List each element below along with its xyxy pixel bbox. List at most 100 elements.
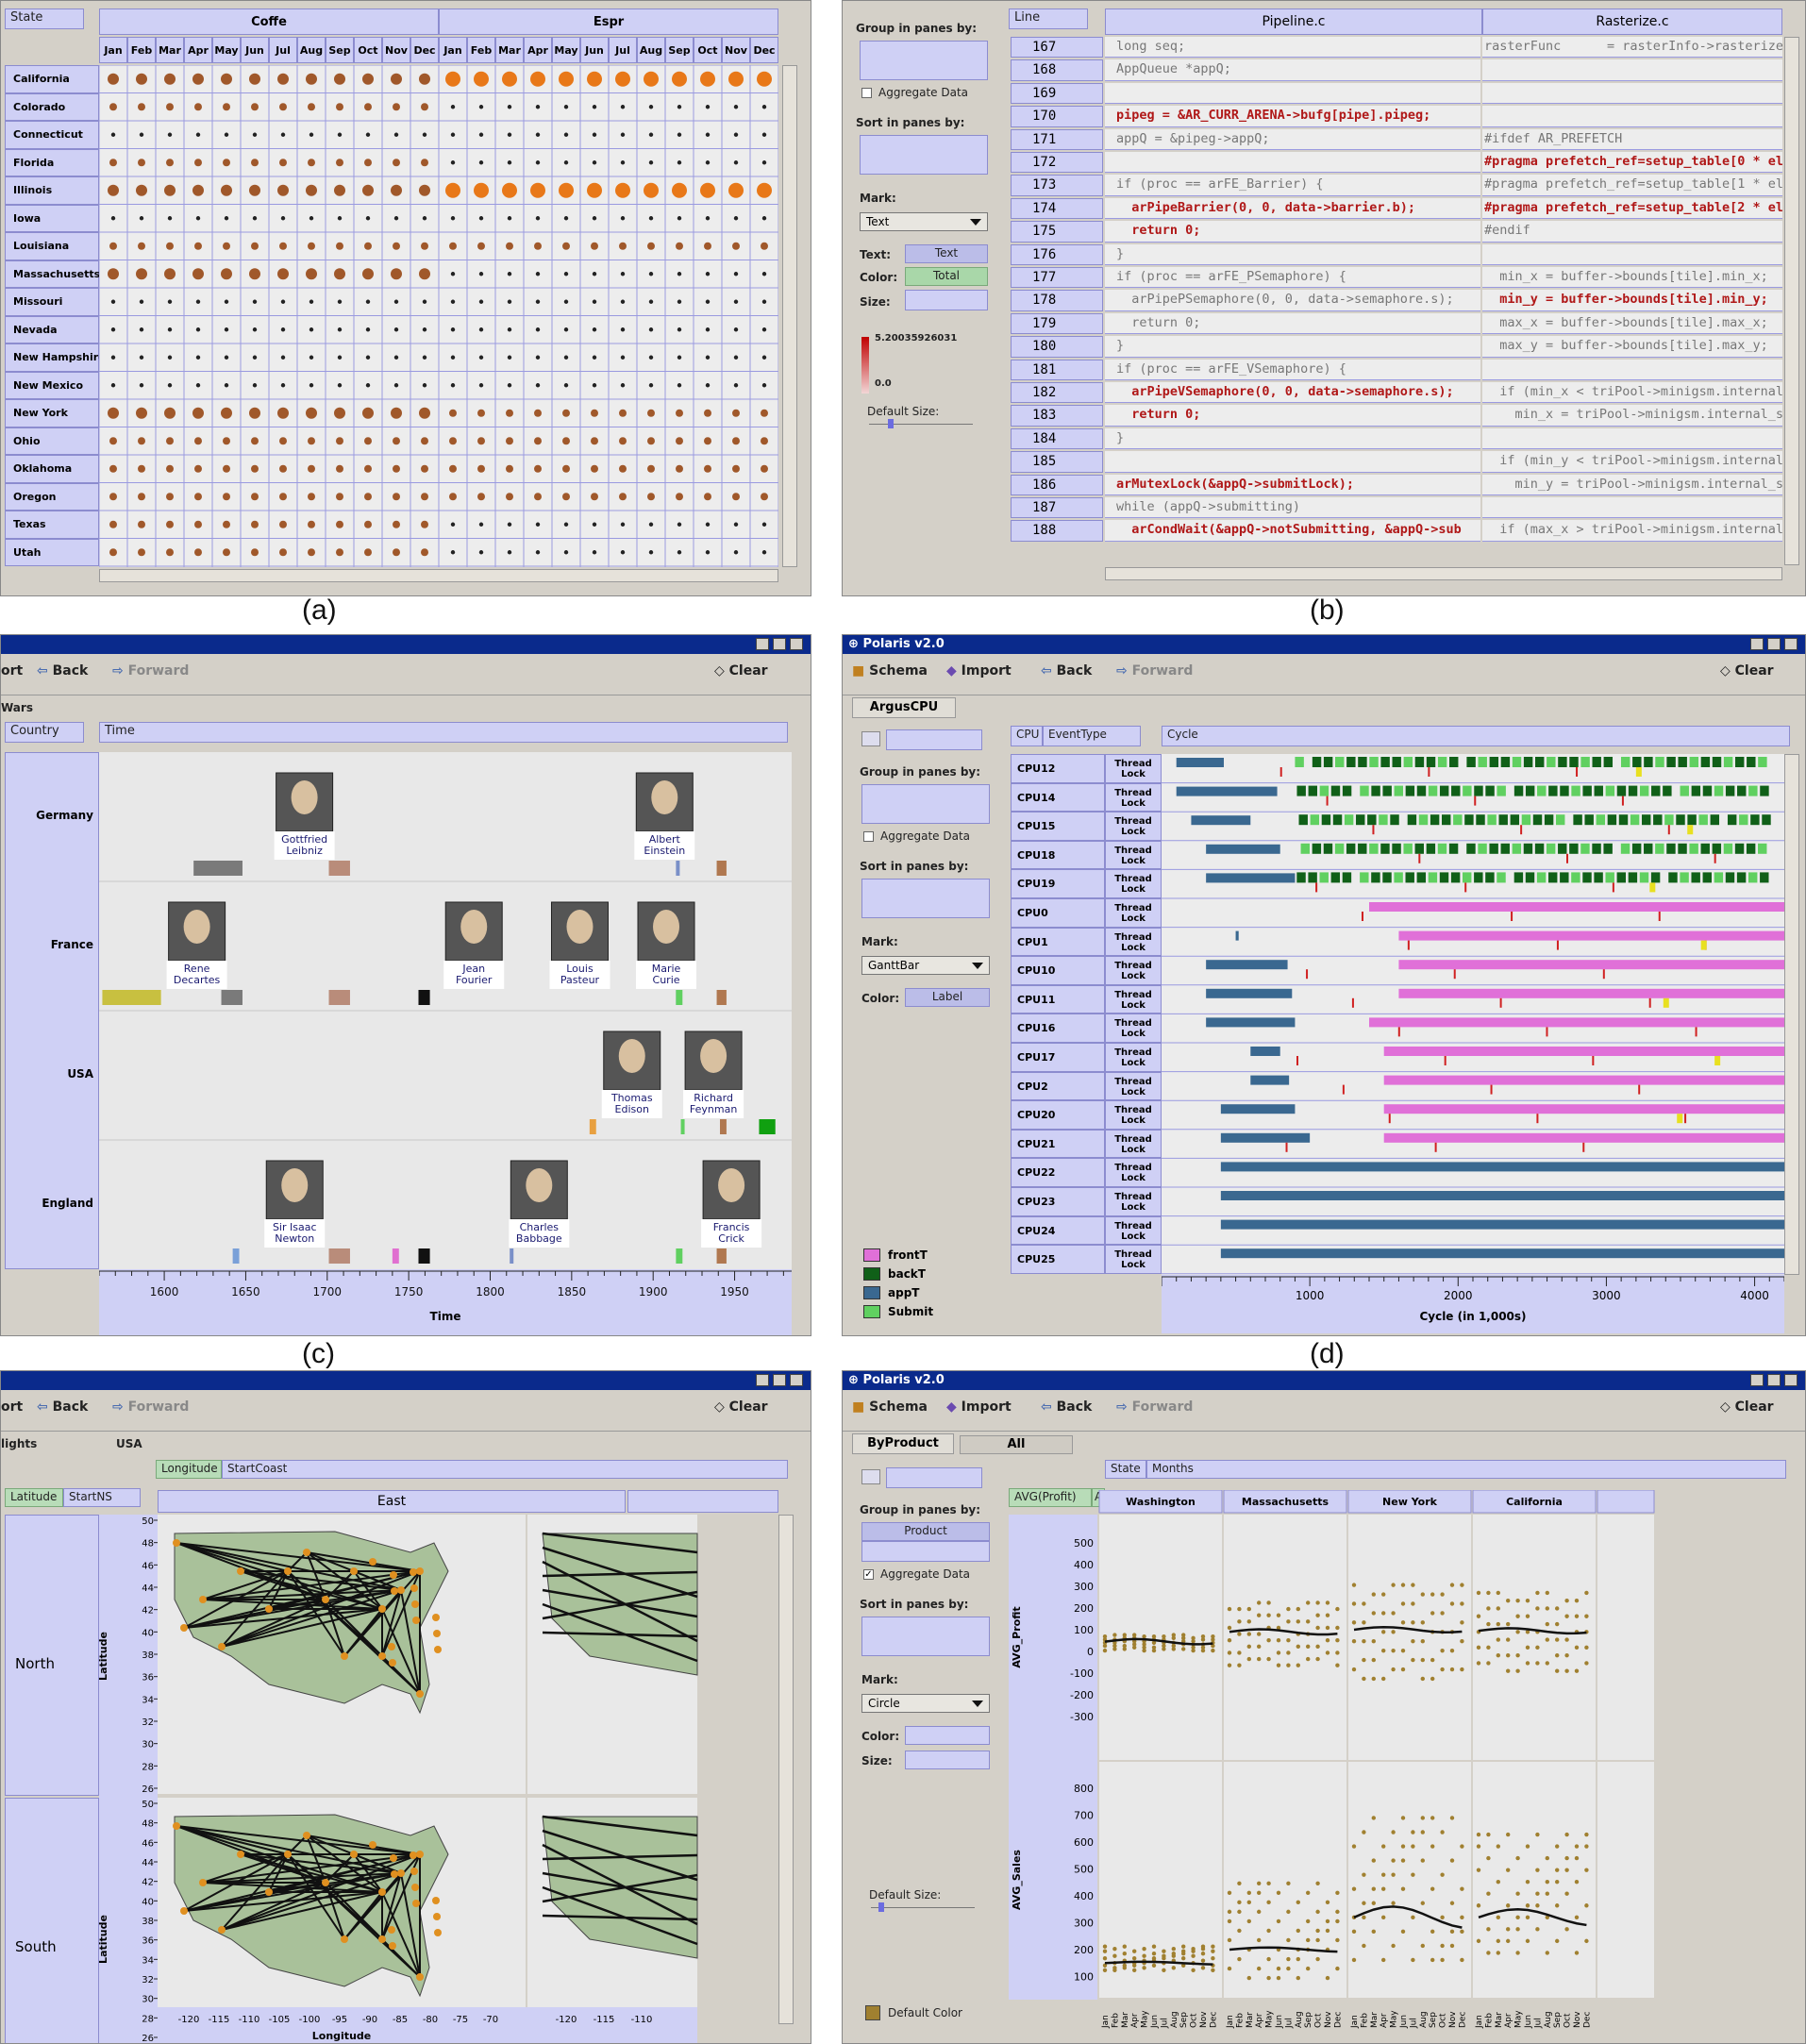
- maximize-button[interactable]: [773, 1374, 786, 1386]
- back-button[interactable]: ⇦ Back: [1041, 663, 1092, 679]
- minimize-button[interactable]: [1750, 1374, 1764, 1386]
- back-button[interactable]: ⇦ Back: [37, 1399, 88, 1415]
- tab-usa[interactable]: USA: [116, 1437, 142, 1450]
- forward-button[interactable]: ⇨ Forward: [112, 663, 189, 679]
- country-label: England: [42, 1197, 93, 1210]
- mark-dropdown[interactable]: GanttBar: [861, 956, 990, 975]
- schema-button[interactable]: ■ Schema: [852, 663, 928, 679]
- group-shelf[interactable]: [861, 784, 990, 824]
- tab-arguscpu[interactable]: ArgusCPU: [852, 697, 956, 718]
- vertical-scrollbar[interactable]: [782, 65, 797, 567]
- sales-circle: [619, 409, 627, 417]
- minimize-button[interactable]: [1750, 638, 1764, 650]
- sales-circle: [450, 327, 456, 332]
- tab-wars[interactable]: Wars: [1, 701, 33, 714]
- longitude-shelf-pill[interactable]: Longitude: [156, 1460, 222, 1479]
- state-shelf-pill[interactable]: State: [5, 8, 84, 29]
- size-shelf[interactable]: [905, 1751, 990, 1769]
- sales-circle: [279, 493, 287, 501]
- minimize-button[interactable]: [756, 638, 769, 650]
- aggregate-checkbox[interactable]: ✓: [863, 1569, 874, 1580]
- mark-dropdown[interactable]: Text: [860, 212, 988, 231]
- sales-dot: [1371, 1901, 1376, 1905]
- horizontal-scrollbar[interactable]: [1105, 567, 1782, 580]
- minimize-button[interactable]: [756, 1374, 769, 1386]
- startcoast-shelf-pill[interactable]: StartCoast: [222, 1460, 788, 1479]
- forward-button[interactable]: ⇨ Forward: [112, 1399, 189, 1415]
- back-button[interactable]: ⇦ Back: [1041, 1399, 1092, 1415]
- clear-button[interactable]: ◇ Clear: [1720, 663, 1774, 679]
- clear-button[interactable]: ◇ Clear: [714, 663, 768, 679]
- time-shelf-pill[interactable]: Time: [99, 722, 788, 743]
- tab-byproduct[interactable]: ByProduct: [852, 1433, 954, 1454]
- filter-shelf[interactable]: [886, 1467, 982, 1488]
- size-shelf[interactable]: [905, 290, 988, 310]
- group-shelf[interactable]: [861, 1541, 990, 1562]
- sort-shelf[interactable]: [860, 135, 988, 175]
- default-size-slider[interactable]: [871, 1907, 975, 1908]
- vertical-scrollbar[interactable]: [1784, 37, 1799, 565]
- state-shelf-pill[interactable]: State: [1105, 1460, 1146, 1479]
- tab-all[interactable]: All: [960, 1435, 1073, 1454]
- sales-circle: [393, 493, 400, 501]
- line-shelf-pill[interactable]: Line: [1009, 8, 1088, 29]
- maximize-button[interactable]: [1767, 638, 1781, 650]
- airport-dot: [322, 1879, 329, 1886]
- import-button[interactable]: ◆ Import: [946, 1399, 1012, 1415]
- close-button[interactable]: [790, 638, 803, 650]
- eventtype-shelf-pill[interactable]: EventType: [1043, 726, 1141, 746]
- clear-button[interactable]: ◇ Clear: [1720, 1399, 1774, 1415]
- sales-circle: [194, 520, 202, 528]
- cycle-shelf-pill[interactable]: Cycle: [1162, 726, 1790, 746]
- color-shelf[interactable]: [905, 1726, 990, 1745]
- color-encoding-pill[interactable]: Label: [905, 988, 990, 1007]
- maximize-button[interactable]: [773, 638, 786, 650]
- close-button[interactable]: [1784, 638, 1798, 650]
- forward-button[interactable]: ⇨ Forward: [1116, 663, 1193, 679]
- group-product-pill[interactable]: Product: [861, 1522, 990, 1541]
- color-encoding-pill[interactable]: Total: [905, 267, 988, 286]
- default-size-slider[interactable]: [869, 424, 973, 425]
- sales-circle: [450, 550, 456, 555]
- latitude-shelf-pill[interactable]: Latitude: [5, 1488, 63, 1507]
- horizontal-scrollbar[interactable]: [99, 569, 778, 582]
- lock-tick: [1397, 1027, 1400, 1037]
- vertical-scrollbar[interactable]: [778, 1515, 794, 2024]
- filter-shelf[interactable]: [886, 729, 982, 750]
- startns-shelf-pill[interactable]: StartNS: [63, 1488, 141, 1507]
- import-button[interactable]: ◆ Import: [946, 663, 1012, 679]
- maximize-button[interactable]: [1767, 1374, 1781, 1386]
- group-shelf[interactable]: [860, 41, 988, 80]
- schema-button[interactable]: ■ Schema: [852, 1399, 928, 1415]
- sort-shelf[interactable]: [861, 1617, 990, 1656]
- text-encoding-pill[interactable]: Text: [905, 244, 988, 263]
- cpu-shelf-pill[interactable]: CPU: [1011, 726, 1043, 746]
- forward-button[interactable]: ⇨ Forward: [1116, 1399, 1193, 1415]
- back-button[interactable]: ⇦ Back: [37, 663, 88, 679]
- mark-dropdown[interactable]: Circle: [861, 1694, 990, 1713]
- close-button[interactable]: [790, 1374, 803, 1386]
- default-size-slider-thumb[interactable]: [878, 1902, 884, 1912]
- vertical-scrollbar[interactable]: [1784, 754, 1799, 1275]
- month-tick: Jul: [1409, 2018, 1418, 2029]
- aggregate-checkbox[interactable]: [861, 88, 872, 98]
- sales-circle: [138, 493, 145, 501]
- airport-dot: [389, 1659, 396, 1667]
- sales-circle: [364, 493, 372, 501]
- sales-circle: [109, 159, 117, 167]
- default-color-swatch[interactable]: [865, 2005, 880, 2020]
- line-number: 177: [1011, 267, 1103, 289]
- tab-flights[interactable]: lights: [1, 1437, 38, 1450]
- avg-profit-shelf-pill[interactable]: AVG(Profit): [1009, 1488, 1092, 1507]
- clear-button[interactable]: ◇ Clear: [714, 1399, 768, 1415]
- profit-dot: [1391, 1667, 1396, 1672]
- import-button-partial[interactable]: ort: [1, 663, 24, 679]
- event-type-label: Thread Lock: [1105, 898, 1162, 928]
- default-size-slider-thumb[interactable]: [888, 419, 894, 428]
- country-shelf-pill[interactable]: Country: [5, 722, 84, 743]
- months-shelf-pill[interactable]: Months: [1146, 1460, 1786, 1479]
- import-button-partial[interactable]: ort: [1, 1399, 24, 1415]
- close-button[interactable]: [1784, 1374, 1798, 1386]
- aggregate-checkbox[interactable]: [863, 831, 874, 842]
- sort-shelf[interactable]: [861, 879, 990, 918]
